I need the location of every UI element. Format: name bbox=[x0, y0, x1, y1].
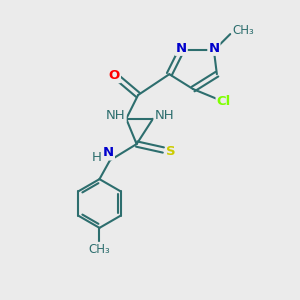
Text: CH₃: CH₃ bbox=[232, 24, 254, 37]
Text: N: N bbox=[176, 42, 187, 55]
Text: CH₃: CH₃ bbox=[88, 243, 110, 256]
Text: N: N bbox=[103, 146, 114, 160]
Text: NH: NH bbox=[154, 109, 174, 122]
Text: H: H bbox=[92, 151, 101, 164]
Text: N: N bbox=[208, 42, 220, 55]
Text: Cl: Cl bbox=[217, 95, 231, 108]
Text: S: S bbox=[166, 145, 175, 158]
Text: O: O bbox=[109, 69, 120, 82]
Text: NH: NH bbox=[106, 109, 126, 122]
